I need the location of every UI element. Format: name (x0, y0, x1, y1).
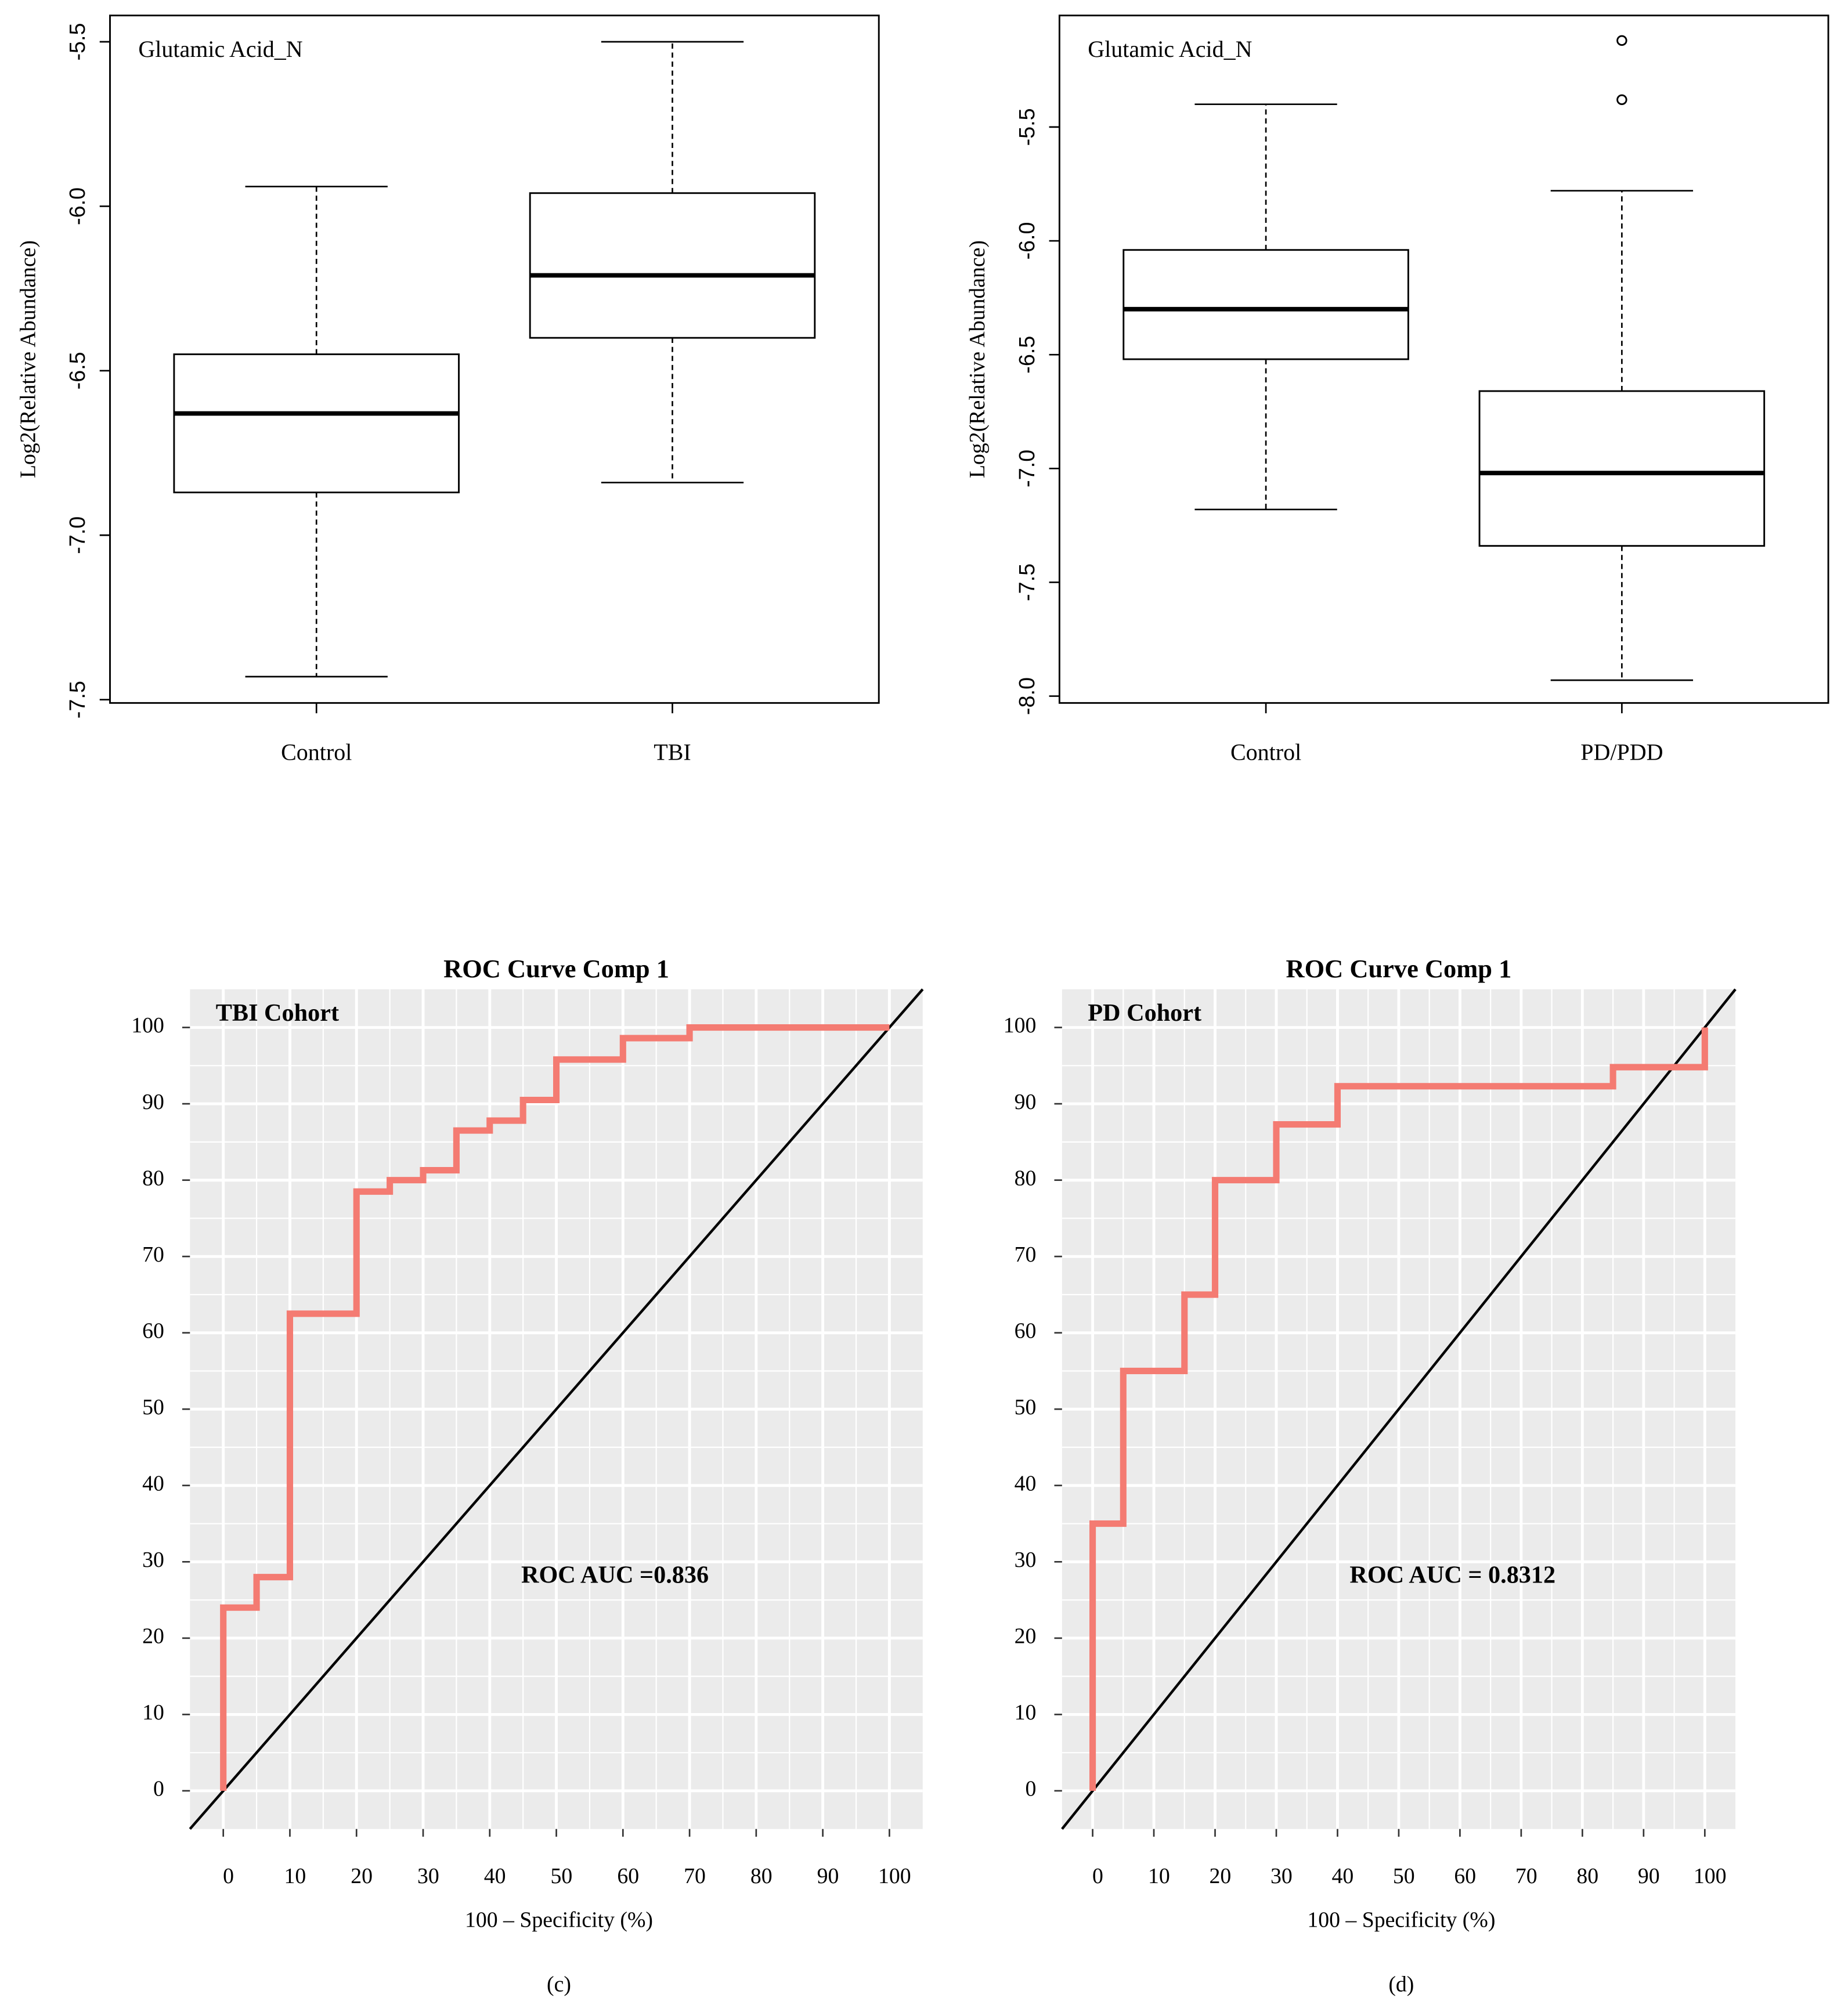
x-tick-label: 100 (1694, 1864, 1727, 1888)
y-tick-label: 20 (142, 1624, 164, 1649)
x-tick-label: 0 (223, 1864, 234, 1888)
x-tick-label: 40 (1331, 1864, 1353, 1888)
y-tick-label: 60 (142, 1318, 164, 1343)
y-tick-label: 0 (1025, 1777, 1036, 1801)
roc-chart: 0 10 20 30 40 50 60 70 80 90 100 0 10 20 30 40 50 60 70 80 9… (131, 954, 924, 1997)
outlier (1616, 94, 1627, 106)
y-axis-label: Log2(Relative Abundance) (965, 240, 990, 478)
y-tick-label: 50 (1015, 1395, 1037, 1419)
plot-frame (109, 15, 880, 704)
box (173, 353, 460, 494)
x-tick-label: 20 (1210, 1864, 1232, 1888)
y-tick-label: 40 (142, 1471, 164, 1495)
x-tick-label: 60 (1454, 1864, 1476, 1888)
diagonal (189, 988, 924, 1830)
y-tick-label: -5.5 (1015, 108, 1040, 146)
y-tick-label: 30 (142, 1548, 164, 1572)
box (529, 192, 816, 339)
y-tick-label: 0 (153, 1777, 164, 1801)
y-tick-label: -6.0 (66, 187, 90, 225)
caption: (d) (1388, 1972, 1414, 1997)
x-axis-label: 100 – Specificity (%) (1307, 1907, 1495, 1932)
box-chart: -8.0 -7.5 -7.0 -6.5 -6.0 -5.5 Log2(Relative Ab… (965, 15, 1829, 765)
caption: (c) (547, 1972, 571, 1997)
x-tick-label: Control (1230, 739, 1301, 765)
x-tick-label: 40 (484, 1864, 506, 1888)
roc-chart: 0 10 20 30 40 50 60 70 80 90 100 0 10 20 30 40 50 60 70 80 9… (1004, 954, 1737, 1997)
auc-label: ROC AUC =0.836 (521, 1561, 709, 1588)
annotation: TBI Cohort (216, 999, 339, 1027)
y-tick-label: 60 (1015, 1318, 1037, 1343)
y-tick-label: 50 (142, 1395, 164, 1419)
y-tick-label: 90 (142, 1090, 164, 1114)
y-tick-label: 40 (1015, 1471, 1037, 1495)
y-tick-label: -5.5 (66, 23, 90, 60)
y-axis-label: Log2(Relative Abundance) (16, 240, 40, 478)
y-tick-label: -6.5 (1015, 336, 1040, 374)
y-tick-label: 100 (131, 1013, 164, 1038)
x-tick-label: 100 (878, 1864, 911, 1888)
y-tick-label: 30 (1015, 1548, 1037, 1572)
x-tick-label: Control (281, 739, 352, 765)
box (1478, 390, 1766, 547)
y-tick-label: 10 (1015, 1700, 1037, 1725)
x-tick-label: 70 (1515, 1864, 1537, 1888)
y-tick-label: -7.0 (1015, 450, 1040, 487)
x-tick-label: 10 (1148, 1864, 1170, 1888)
x-tick-label: 0 (1092, 1864, 1103, 1888)
y-tick-label: 100 (1004, 1013, 1037, 1038)
x-tick-label: 90 (1638, 1864, 1660, 1888)
x-tick-label: 30 (1270, 1864, 1293, 1888)
chart-title: ROC Curve Comp 1 (1286, 954, 1512, 983)
outlier (1616, 35, 1627, 46)
x-tick-label: 10 (284, 1864, 306, 1888)
x-tick-label: TBI (654, 739, 691, 765)
y-tick-label: 10 (142, 1700, 164, 1725)
y-tick-label: -7.5 (66, 681, 90, 718)
box-chart: -7.5 -7.0 -6.5 -6.0 -5.5 Log2(Relative Abunda… (16, 15, 880, 765)
y-tick-label: 70 (142, 1242, 164, 1267)
y-tick-label: 20 (1015, 1624, 1037, 1649)
plot-frame (1058, 15, 1829, 704)
chart-title: ROC Curve Comp 1 (443, 954, 669, 983)
y-tick-label: -7.0 (66, 516, 90, 554)
annotation: PD Cohort (1088, 999, 1201, 1027)
y-tick-label: 80 (142, 1166, 164, 1190)
y-tick-label: 90 (1015, 1090, 1037, 1114)
y-tick-label: -6.5 (66, 352, 90, 389)
x-tick-label: 20 (351, 1864, 373, 1888)
x-tick-label: 50 (1393, 1864, 1415, 1888)
y-tick-label: -6.0 (1015, 222, 1040, 259)
x-tick-label: 80 (750, 1864, 773, 1888)
x-tick-label: PD/PDD (1580, 739, 1663, 765)
roc-curve (1089, 1027, 1708, 1791)
annotation: Glutamic Acid_N (1088, 36, 1252, 62)
annotation: Glutamic Acid_N (138, 36, 302, 62)
y-tick-label: -7.5 (1015, 563, 1040, 601)
x-tick-label: 90 (817, 1864, 839, 1888)
diagonal (1061, 988, 1737, 1830)
y-tick-label: -8.0 (1015, 677, 1040, 715)
roc-curve (220, 1024, 890, 1791)
y-tick-label: 80 (1015, 1166, 1037, 1190)
auc-label: ROC AUC = 0.8312 (1349, 1561, 1555, 1588)
x-axis-label: 100 – Specificity (%) (465, 1907, 653, 1932)
x-tick-label: 70 (684, 1864, 706, 1888)
x-tick-label: 60 (617, 1864, 639, 1888)
x-tick-label: 30 (417, 1864, 439, 1888)
y-tick-label: 70 (1015, 1242, 1037, 1267)
x-tick-label: 50 (551, 1864, 573, 1888)
box (1122, 249, 1409, 360)
x-tick-label: 80 (1576, 1864, 1598, 1888)
